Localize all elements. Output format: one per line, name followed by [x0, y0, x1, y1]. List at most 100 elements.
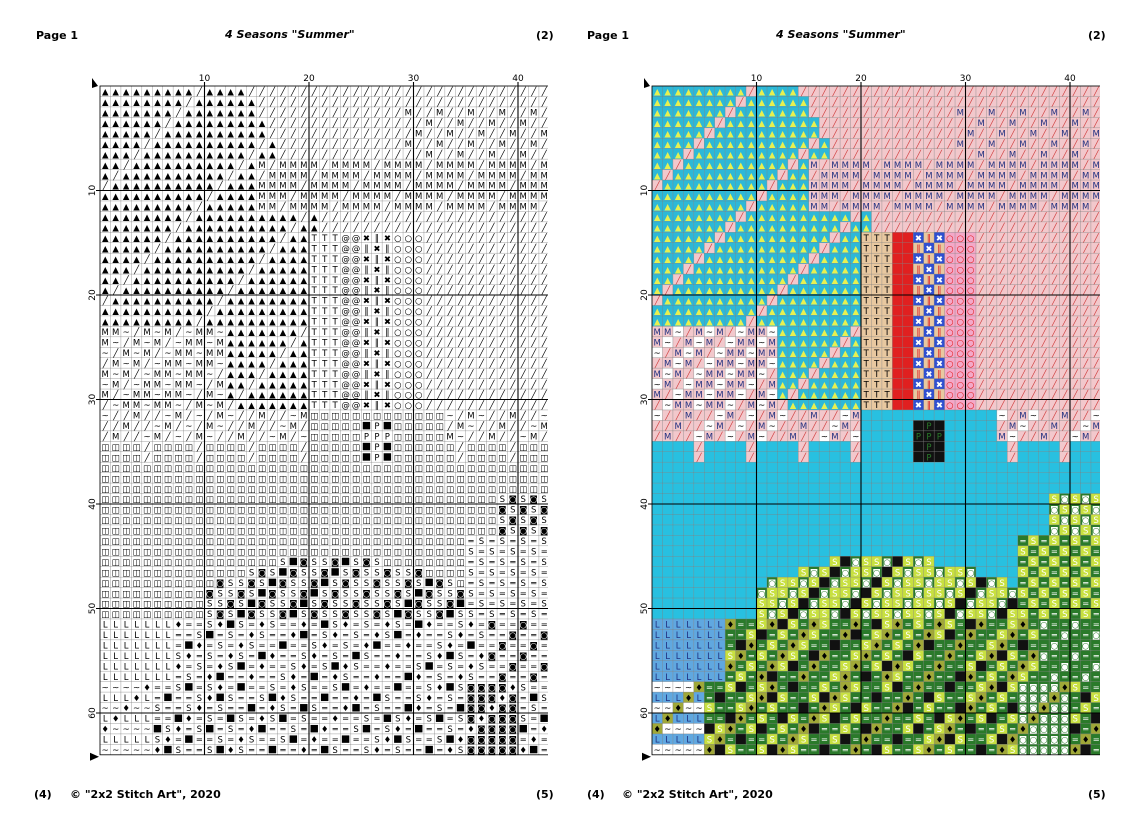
stitch-symbol: ◫ — [436, 422, 444, 432]
stitch-symbol: M — [852, 192, 859, 202]
stitch-symbol: ═ — [185, 662, 192, 672]
stitch-symbol: ╱ — [509, 337, 516, 348]
stitch-symbol: ▲ — [123, 213, 130, 223]
stitch-symbol: ═ — [488, 631, 495, 641]
stitch-symbol: ╱ — [321, 97, 328, 108]
stitch-cell — [840, 284, 851, 295]
stitch-symbol: ◫ — [174, 516, 182, 526]
stitch-symbol: ▲ — [685, 109, 692, 119]
stitch-symbol: ╱ — [769, 181, 776, 192]
stitch-symbol: ▲ — [727, 119, 734, 129]
stitch-symbol: ╱ — [488, 337, 495, 348]
stitch-cell — [1059, 96, 1070, 107]
stitch-symbol: ▲ — [685, 119, 692, 129]
stitch-symbol: ▲ — [706, 203, 713, 213]
stitch-symbol: M — [467, 412, 474, 422]
stitch-symbol: S — [238, 746, 243, 756]
stitch-symbol: ▲ — [769, 203, 776, 213]
stitch-symbol: ╱ — [541, 149, 548, 160]
stitch-cell — [819, 86, 830, 97]
stitch-symbol: T — [332, 318, 339, 328]
stitch-symbol: ╱ — [373, 212, 380, 223]
stitch-symbol: ▲ — [290, 276, 297, 286]
stitch-symbol: ╱ — [541, 369, 548, 380]
stitch-cell — [766, 148, 778, 160]
stitch-cell — [1080, 127, 1091, 139]
stitch-symbol: ▲ — [717, 244, 724, 254]
stitch-cell — [861, 263, 872, 275]
stitch-symbol: ═ — [447, 621, 454, 631]
stitch-cell — [1007, 295, 1018, 306]
stitch-cell — [986, 284, 997, 295]
stitch-symbol: M — [363, 192, 370, 202]
stitch-symbol: ╱ — [831, 128, 838, 139]
stitch-symbol: ╱ — [530, 400, 537, 411]
stitch-symbol: ▲ — [811, 286, 818, 296]
stitch-cell — [672, 127, 684, 139]
stitch-symbol: ╱ — [967, 212, 974, 223]
stitch-symbol: S — [207, 610, 212, 620]
stitch-symbol: ▲ — [738, 150, 745, 160]
stitch-symbol: ▲ — [280, 213, 287, 223]
stitch-symbol: ▲ — [654, 129, 661, 139]
stitch-symbol: M — [217, 349, 224, 359]
stitch-symbol: ▲ — [800, 129, 807, 139]
stitch-cell — [798, 305, 809, 316]
stitch-symbol: ~ — [102, 349, 109, 359]
stitch-symbol: ╱ — [457, 369, 464, 380]
stitch-symbol: T — [321, 338, 328, 348]
stitch-symbol: ╱ — [269, 358, 276, 369]
stitch-symbol: ◫ — [122, 610, 130, 620]
stitch-symbol — [404, 672, 412, 681]
stitch-cell — [735, 305, 747, 316]
stitch-symbol: ╱ — [957, 87, 964, 98]
stitch-symbol: S — [531, 506, 536, 516]
stitch-cell — [944, 117, 956, 128]
stitch-cell — [955, 148, 966, 160]
stitch-symbol: T — [311, 391, 318, 401]
stitch-cell — [1028, 305, 1039, 316]
stitch-symbol: ▲ — [186, 192, 193, 202]
stitch-symbol: ◫ — [425, 506, 433, 516]
stitch-symbol: ◫ — [143, 610, 151, 620]
stitch-symbol: ═ — [248, 694, 255, 704]
stitch-symbol: ▲ — [842, 328, 849, 338]
stitch-symbol: S — [468, 547, 473, 557]
stitch-symbol: ♦ — [195, 642, 203, 652]
stitch-symbol: ◫ — [279, 474, 287, 484]
stitch-symbol: ╱ — [373, 149, 380, 160]
stitch-cell — [1049, 159, 1060, 170]
stitch-symbol: ═ — [467, 631, 474, 641]
stitch-symbol: ╱ — [352, 87, 359, 98]
stitch-symbol: ▲ — [664, 129, 671, 139]
stitch-cell — [1038, 315, 1050, 327]
stitch-symbol: ▲ — [112, 213, 119, 223]
stitch-symbol: ╱ — [541, 285, 548, 296]
stitch-cell — [725, 336, 736, 348]
stitch-symbol: ◫ — [488, 474, 496, 484]
stitch-symbol: ▲ — [832, 318, 839, 328]
stitch-symbol: ╱ — [436, 296, 443, 307]
stitch-symbol: ▲ — [196, 213, 203, 223]
stitch-cell — [808, 263, 820, 275]
stitch-symbol: ◫ — [436, 506, 444, 516]
stitch-cell — [808, 117, 820, 128]
stitch-cell — [986, 159, 997, 170]
stitch-symbol: ╱ — [967, 223, 974, 234]
stitch-symbol: ╱ — [988, 202, 995, 213]
stitch-symbol: ═ — [509, 558, 516, 568]
stitch-cell — [756, 200, 767, 212]
stitch-symbol: ◫ — [457, 485, 465, 495]
stitch-cell — [944, 127, 956, 139]
stitch-symbol: ═ — [373, 683, 380, 693]
stitch-symbol: M — [873, 203, 880, 213]
stitch-symbol: ▲ — [842, 234, 849, 244]
stitch-symbol: ▲ — [811, 307, 818, 317]
stitch-symbol: ▲ — [717, 140, 724, 150]
stitch-symbol: ╱ — [530, 128, 537, 139]
stitch-symbol: ‖ — [927, 234, 931, 244]
stitch-cell — [798, 221, 809, 233]
stitch-symbol: ▲ — [675, 150, 682, 160]
stitch-symbol: ▲ — [238, 380, 245, 390]
stitch-symbol: ╱ — [884, 149, 891, 160]
